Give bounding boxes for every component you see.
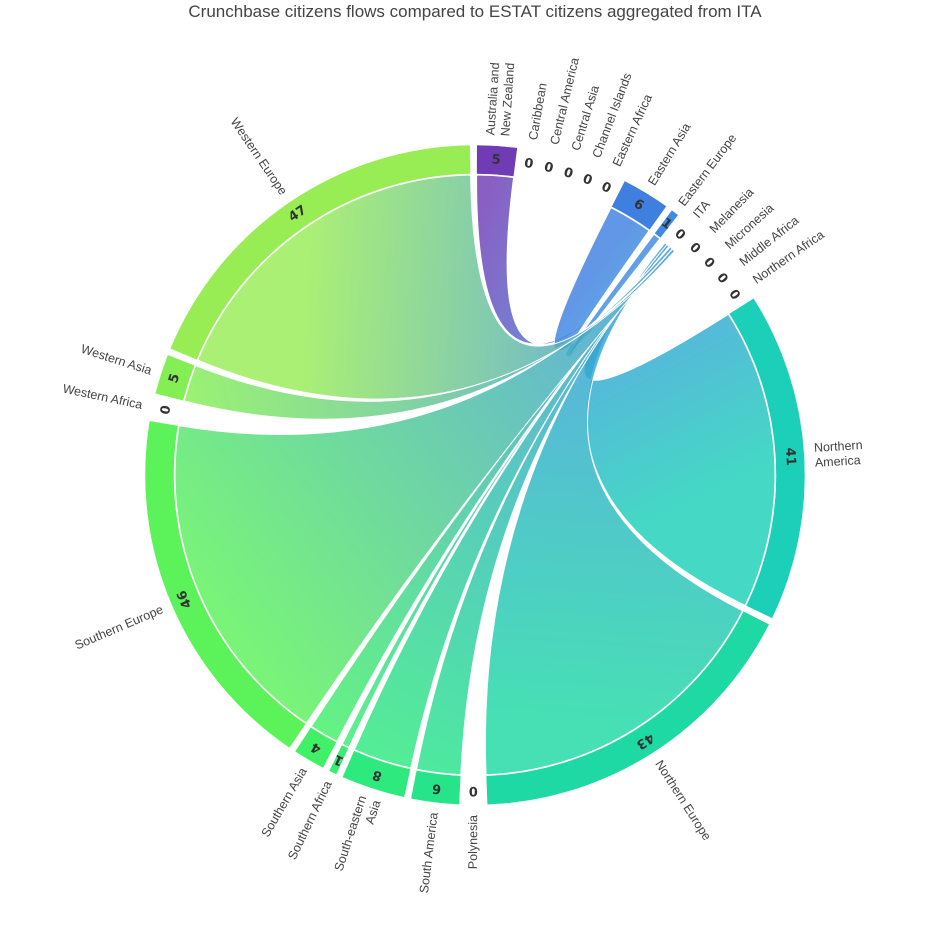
value-label-middle-africa: 0	[713, 270, 730, 286]
region-label-south-america: South America	[417, 812, 441, 894]
arc-eastern-asia[interactable]	[611, 180, 667, 231]
region-label-western-asia: Western Asia	[79, 342, 153, 378]
arc-northern-europe[interactable]	[485, 610, 770, 806]
value-label-melanesia: 0	[686, 240, 703, 257]
region-label-caribbean: Caribbean	[526, 82, 550, 141]
value-label-australia-and-new-zealand: 5	[491, 152, 501, 168]
value-label-southern-europe: 46	[175, 588, 196, 611]
ribbon-south-america[interactable]	[416, 245, 671, 776]
region-label-polynesia: Polynesia	[466, 815, 480, 869]
region-label-eastern-europe: Eastern Europe	[676, 131, 740, 209]
region-label-northern-europe: Northern Europe	[652, 758, 714, 843]
value-label-micronesia: 0	[700, 255, 717, 272]
value-label-polynesia: 0	[469, 783, 478, 798]
region-label-eastern-asia: Eastern Asia	[645, 121, 693, 188]
value-label-central-asia: 0	[562, 165, 575, 182]
ribbon-southern-europe[interactable]	[174, 246, 673, 724]
arc-western-europe[interactable]	[169, 144, 471, 361]
region-label-western-africa: Western Africa	[61, 382, 143, 412]
ribbon-south-eastern-asia[interactable]	[353, 245, 671, 769]
arc-southern-africa[interactable]	[328, 744, 349, 775]
region-label-south-eastern-asia: South-easternAsia	[332, 794, 384, 878]
value-label-south-eastern-asia: 8	[371, 766, 384, 783]
arc-southern-europe[interactable]	[144, 420, 307, 749]
value-label-channel-islands: 0	[580, 172, 594, 189]
ribbon-australia-and-new-zealand[interactable]	[476, 174, 666, 345]
value-label-south-america: 6	[431, 780, 442, 796]
value-label-caribbean: 0	[523, 156, 534, 172]
region-label-southern-europe: Southern Europe	[73, 602, 165, 652]
value-label-ita: 0	[671, 226, 688, 243]
chart-title: Crunchbase citizens flows compared to ES…	[188, 2, 762, 21]
arc-south-america[interactable]	[410, 769, 462, 805]
arc-australia-and-new-zealand[interactable]	[476, 144, 518, 177]
arc-northern-america[interactable]	[728, 297, 806, 619]
ribbon-western-europe[interactable]	[197, 174, 676, 400]
value-label-eastern-africa: 0	[599, 179, 613, 196]
value-label-central-america: 0	[542, 160, 554, 177]
region-label-ita: ITA	[690, 197, 713, 221]
value-label-western-africa: 0	[158, 404, 175, 416]
value-label-northern-america: 41	[782, 447, 798, 466]
arc-western-asia[interactable]	[154, 354, 196, 402]
region-label-australia-and-new-zealand: Australia andNew Zealand	[483, 61, 517, 136]
region-label-western-europe: Western Europe	[228, 115, 290, 197]
region-label-northern-america: NorthernAmerica	[814, 438, 864, 470]
arc-southern-asia[interactable]	[294, 726, 337, 769]
ribbon-northern-europe[interactable]	[484, 243, 744, 776]
value-label-western-asia: 5	[166, 372, 183, 385]
region-label-northern-africa: Northern Africa	[750, 228, 826, 287]
arc-eastern-europe[interactable]	[654, 209, 679, 239]
value-label-northern-africa: 0	[725, 287, 742, 303]
arc-south-eastern-asia[interactable]	[342, 750, 411, 798]
